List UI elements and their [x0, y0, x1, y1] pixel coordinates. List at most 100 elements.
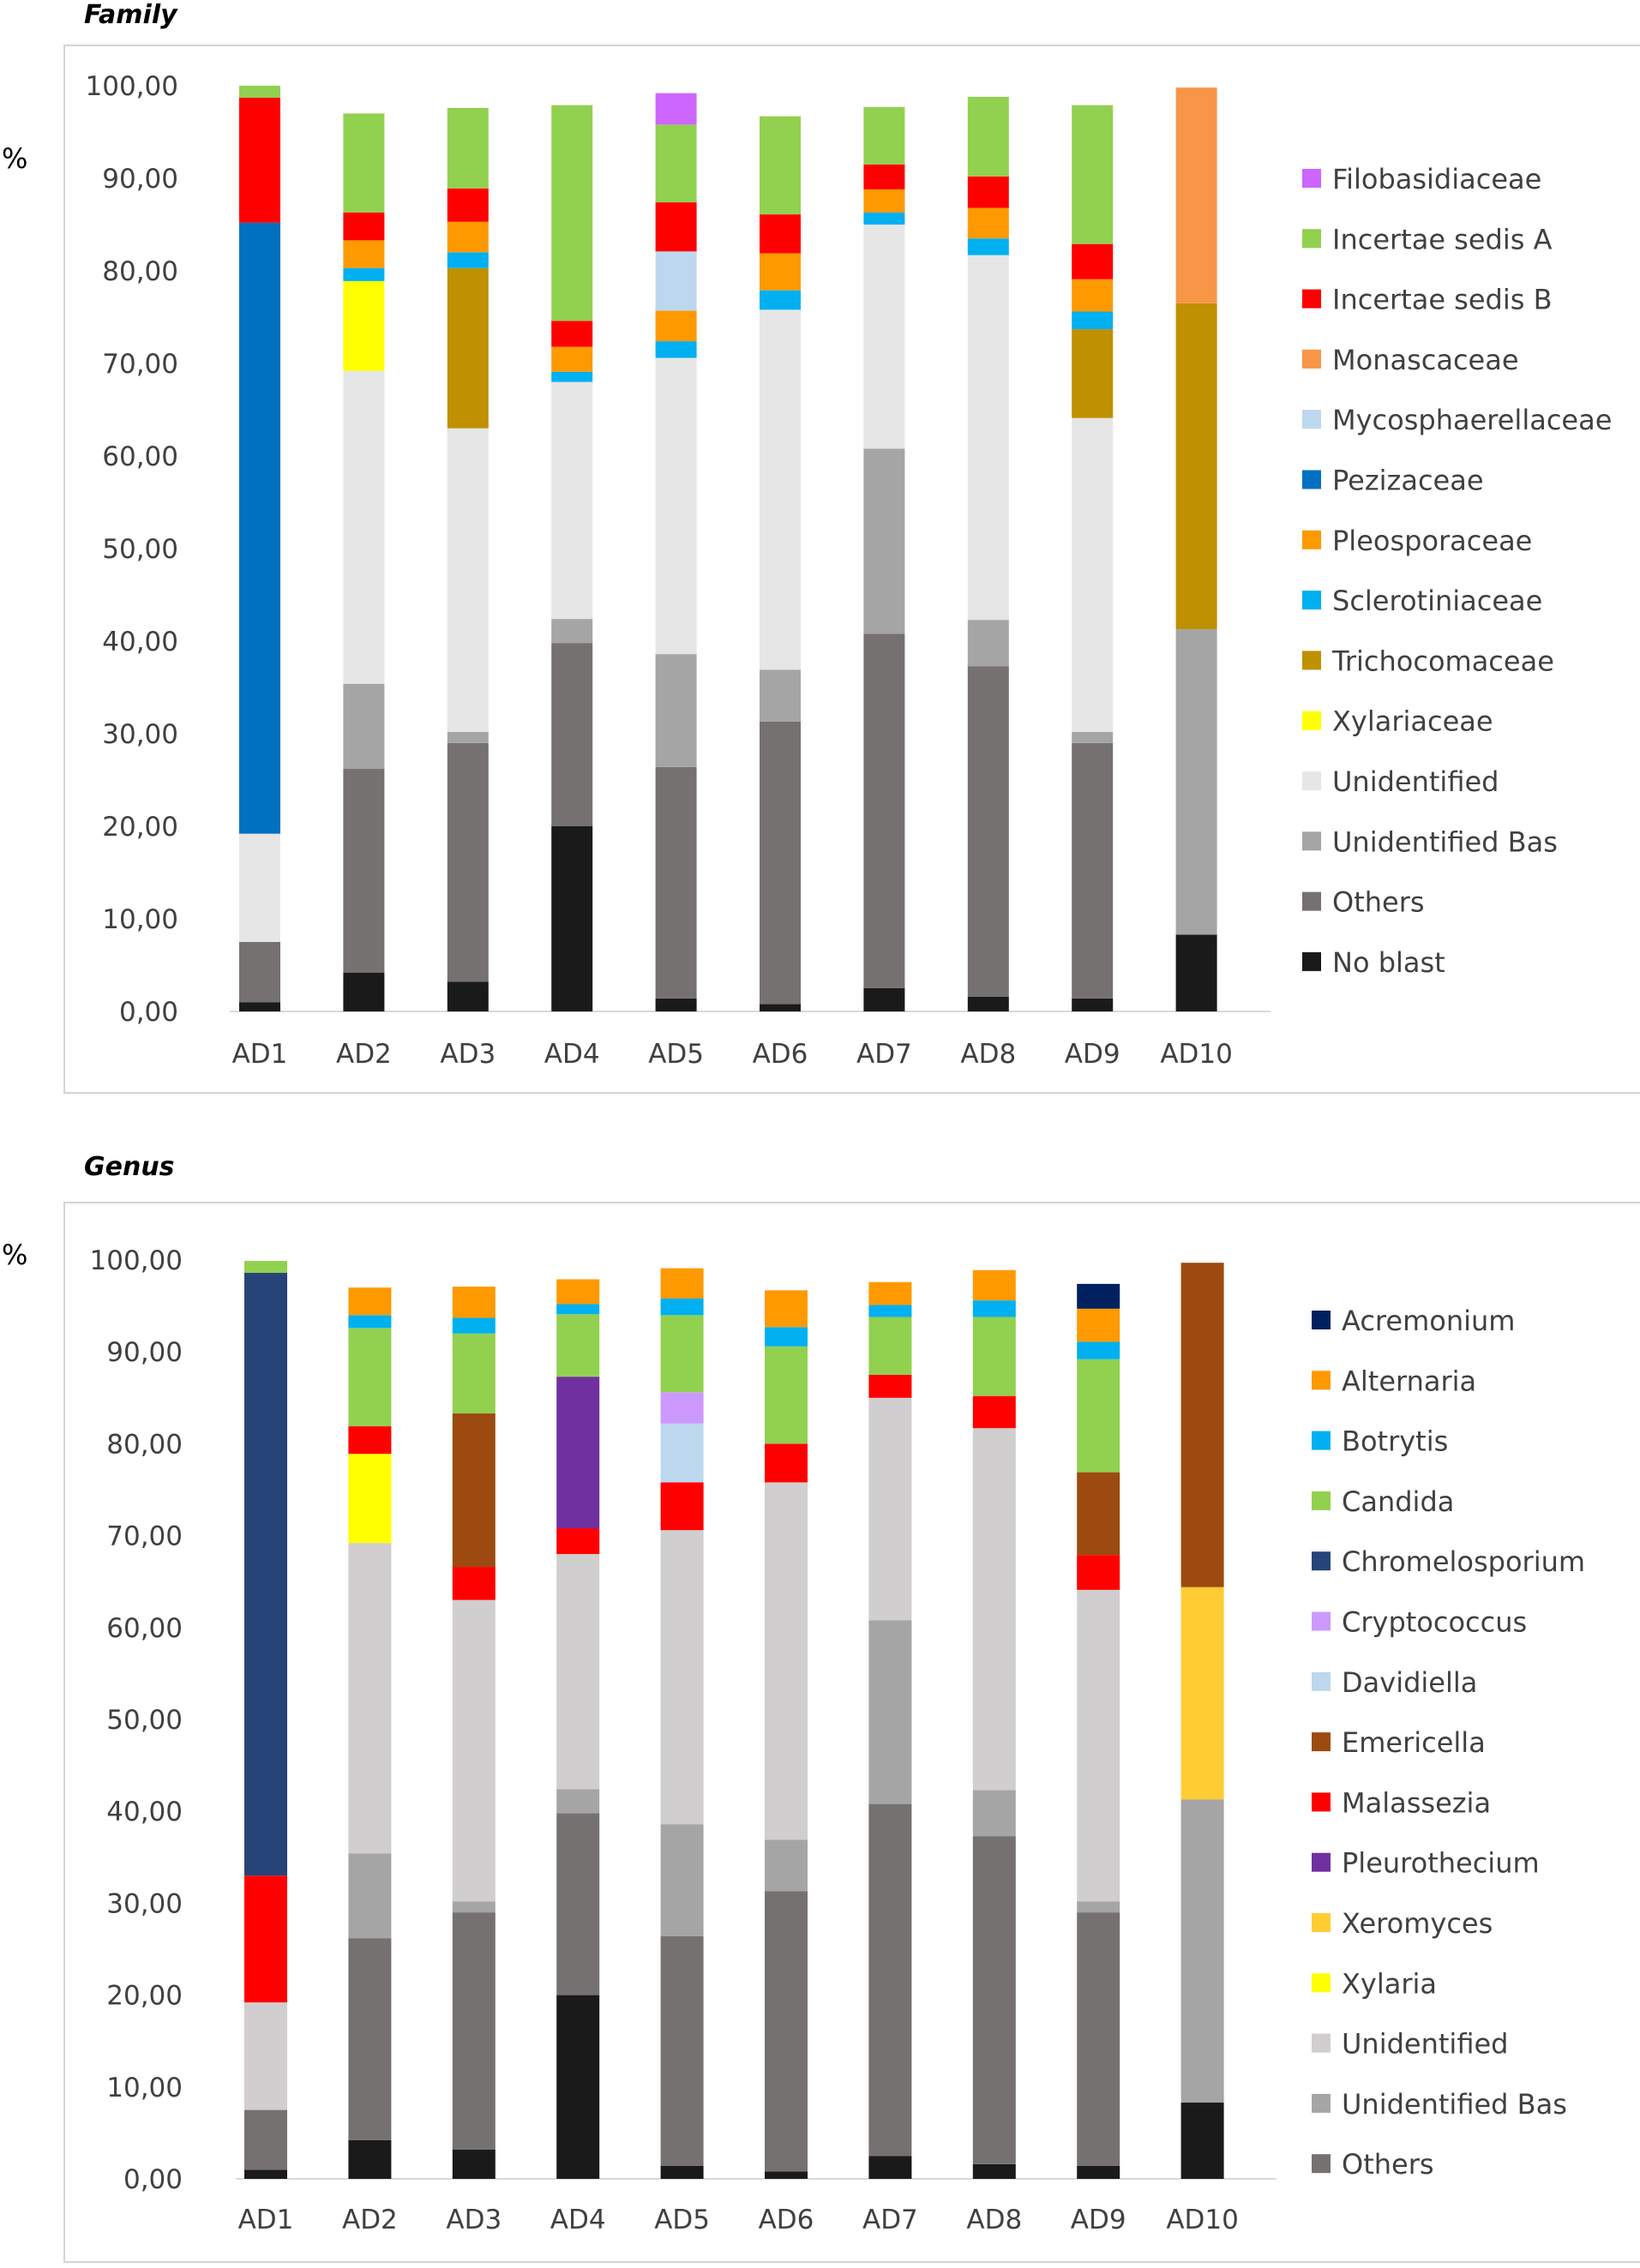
y-tick-label: 40,00 — [102, 627, 178, 657]
bar-segment-ad8-unidentified-bas — [967, 620, 1009, 667]
bar-segment-ad2-alternaria — [348, 1287, 392, 1316]
legend-swatch-pleosporaceae — [1302, 530, 1321, 549]
legend-swatch-alternaria — [1312, 1371, 1331, 1390]
y-tick-label: 60,00 — [102, 441, 178, 472]
bar-segment-ad7-sclerotiniaceae — [863, 212, 905, 225]
bar-segment-ad2-botrytis — [348, 1315, 392, 1329]
legend-swatch-malassezia — [1312, 1792, 1331, 1812]
x-tick-label-ad4: AD4 — [550, 2205, 606, 2235]
bar-segment-ad1-incertae-sedis-b — [239, 98, 280, 223]
bar-segment-ad5-unidentified — [660, 1530, 704, 1825]
bar-segment-ad4-botrytis — [556, 1304, 600, 1315]
bar-segment-ad7-unidentified — [868, 1397, 912, 1621]
bar-segment-ad4-malassezia — [556, 1528, 600, 1555]
bar-segment-ad7-incertae-sedis-b — [863, 164, 905, 189]
bar-segment-ad3-no-blast — [452, 2149, 496, 2179]
bar-segment-ad3-unidentified — [447, 428, 489, 732]
bar-segment-ad5-no-blast — [660, 2165, 704, 2179]
bar-segment-ad5-others — [655, 766, 697, 999]
bar-segment-ad6-unidentified-bas — [765, 1839, 808, 1892]
x-tick-label-ad7: AD7 — [862, 2205, 918, 2235]
bar-segment-ad4-alternaria — [556, 1279, 600, 1305]
bar-segment-ad10-emericella — [1180, 1263, 1224, 1587]
bar-segment-ad6-others — [760, 721, 801, 1005]
bar-segment-ad6-incertae-sedis-a — [760, 116, 801, 215]
bar-segment-ad9-botrytis — [1077, 1341, 1120, 1359]
genus-panel-title: Genus — [84, 1152, 175, 1182]
legend-swatch-unidentified-bas — [1312, 2093, 1331, 2113]
bar-segment-ad1-others — [239, 942, 280, 1003]
bar-segment-ad5-cryptococcus — [660, 1392, 704, 1424]
legend-entry-emericella: Emericella — [1342, 1726, 1486, 1759]
bar-segment-ad9-alternaria — [1077, 1308, 1120, 1342]
legend-swatch-trichocomaceae — [1302, 651, 1321, 670]
legend-swatch-cryptococcus — [1312, 1611, 1331, 1631]
bar-segment-ad3-unidentified — [452, 1599, 496, 1902]
bar-segment-ad3-malassezia — [452, 1567, 496, 1600]
legend-swatch-incertae-sedis-b — [1302, 289, 1321, 309]
legend-swatch-pezizaceae — [1302, 470, 1321, 489]
legend-swatch-xylariaceae — [1302, 711, 1321, 730]
legend-entry-chromelosporium: Chromelosporium — [1342, 1545, 1585, 1578]
bar-segment-ad5-botrytis — [660, 1299, 704, 1316]
bar-segment-ad7-candida — [868, 1317, 912, 1375]
legend-entry-pleosporaceae: Pleosporaceae — [1332, 525, 1532, 557]
x-tick-label-ad3: AD3 — [446, 2205, 502, 2235]
bar-segment-ad6-no-blast — [765, 2171, 808, 2179]
y-tick-label: 50,00 — [102, 534, 178, 565]
bar-segment-ad4-unidentified-bas — [551, 619, 593, 644]
legend-swatch-filobasidiaceae — [1302, 169, 1321, 188]
legend-entry-xylaria: Xylaria — [1342, 1967, 1437, 2000]
y-tick-label: 30,00 — [102, 719, 178, 750]
bar-segment-ad3-pleosporaceae — [447, 221, 489, 253]
bar-segment-ad6-unidentified — [765, 1482, 808, 1840]
legend-entry-pezizaceae: Pezizaceae — [1332, 465, 1484, 497]
bar-segment-ad7-unidentified — [863, 225, 905, 449]
legend-entry-candida: Candida — [1342, 1485, 1454, 1518]
bar-segment-ad8-pleosporaceae — [967, 207, 1009, 239]
bar-segment-ad10-trichocomaceae — [1175, 303, 1217, 629]
legend-swatch-unidentified-bas — [1302, 831, 1321, 851]
bar-segment-ad7-alternaria — [868, 1281, 912, 1305]
bar-segment-ad3-trichocomaceae — [447, 267, 489, 429]
bar-segment-ad8-others — [972, 1836, 1016, 2164]
bar-segment-ad9-others — [1077, 1912, 1120, 2166]
bar-segment-ad3-sclerotiniaceae — [447, 252, 489, 268]
bar-segment-ad2-unidentified — [343, 370, 385, 684]
bar-segment-ad9-acremonium — [1077, 1283, 1120, 1309]
bar-segment-ad5-filobasidiaceae — [655, 93, 697, 125]
x-tick-label-ad1: AD1 — [232, 1039, 288, 1070]
legend-entry-acremonium: Acremonium — [1342, 1305, 1515, 1337]
bar-segment-ad8-unidentified — [967, 255, 1009, 621]
bar-segment-ad2-no-blast — [343, 972, 385, 1011]
bar-segment-ad5-incertae-sedis-b — [655, 202, 697, 252]
bar-segment-ad2-malassezia — [348, 1426, 392, 1455]
legend-swatch-xylaria — [1312, 1973, 1331, 1993]
bar-segment-ad6-unidentified — [760, 309, 801, 670]
legend-entry-monascaceae: Monascaceae — [1332, 344, 1519, 376]
y-tick-label: 80,00 — [106, 1429, 183, 1460]
legend-swatch-unidentified — [1302, 771, 1321, 790]
y-tick-label: 100,00 — [86, 71, 178, 102]
x-tick-label-ad7: AD7 — [856, 1039, 912, 1070]
bar-segment-ad7-incertae-sedis-a — [863, 106, 905, 165]
bar-segment-ad4-unidentified — [556, 1554, 600, 1790]
y-tick-label: 90,00 — [106, 1337, 183, 1368]
bar-segment-ad3-unidentified-bas — [447, 731, 489, 743]
bar-segment-ad9-no-blast — [1077, 2165, 1120, 2179]
x-tick-label-ad2: AD2 — [342, 2205, 398, 2235]
y-tick-label: 50,00 — [106, 1705, 183, 1736]
bar-segment-ad7-unidentified-bas — [868, 1620, 912, 1804]
bar-segment-ad7-no-blast — [863, 988, 905, 1011]
bar-segment-ad4-pleurothecium — [556, 1377, 600, 1529]
legend-swatch-chromelosporium — [1312, 1551, 1331, 1571]
bar-segment-ad3-alternaria — [452, 1287, 496, 1318]
bar-segment-ad10-unidentified-bas — [1180, 1799, 1224, 2103]
bar-segment-ad1-no-blast — [244, 2169, 287, 2179]
bar-segment-ad2-unidentified-bas — [343, 683, 385, 770]
bar-segment-ad10-unidentified-bas — [1175, 628, 1217, 935]
bar-segment-ad4-candida — [556, 1314, 600, 1377]
bar-segment-ad5-unidentified — [655, 357, 697, 655]
bar-segment-ad9-no-blast — [1072, 998, 1114, 1011]
bar-segment-ad3-others — [452, 1912, 496, 2150]
